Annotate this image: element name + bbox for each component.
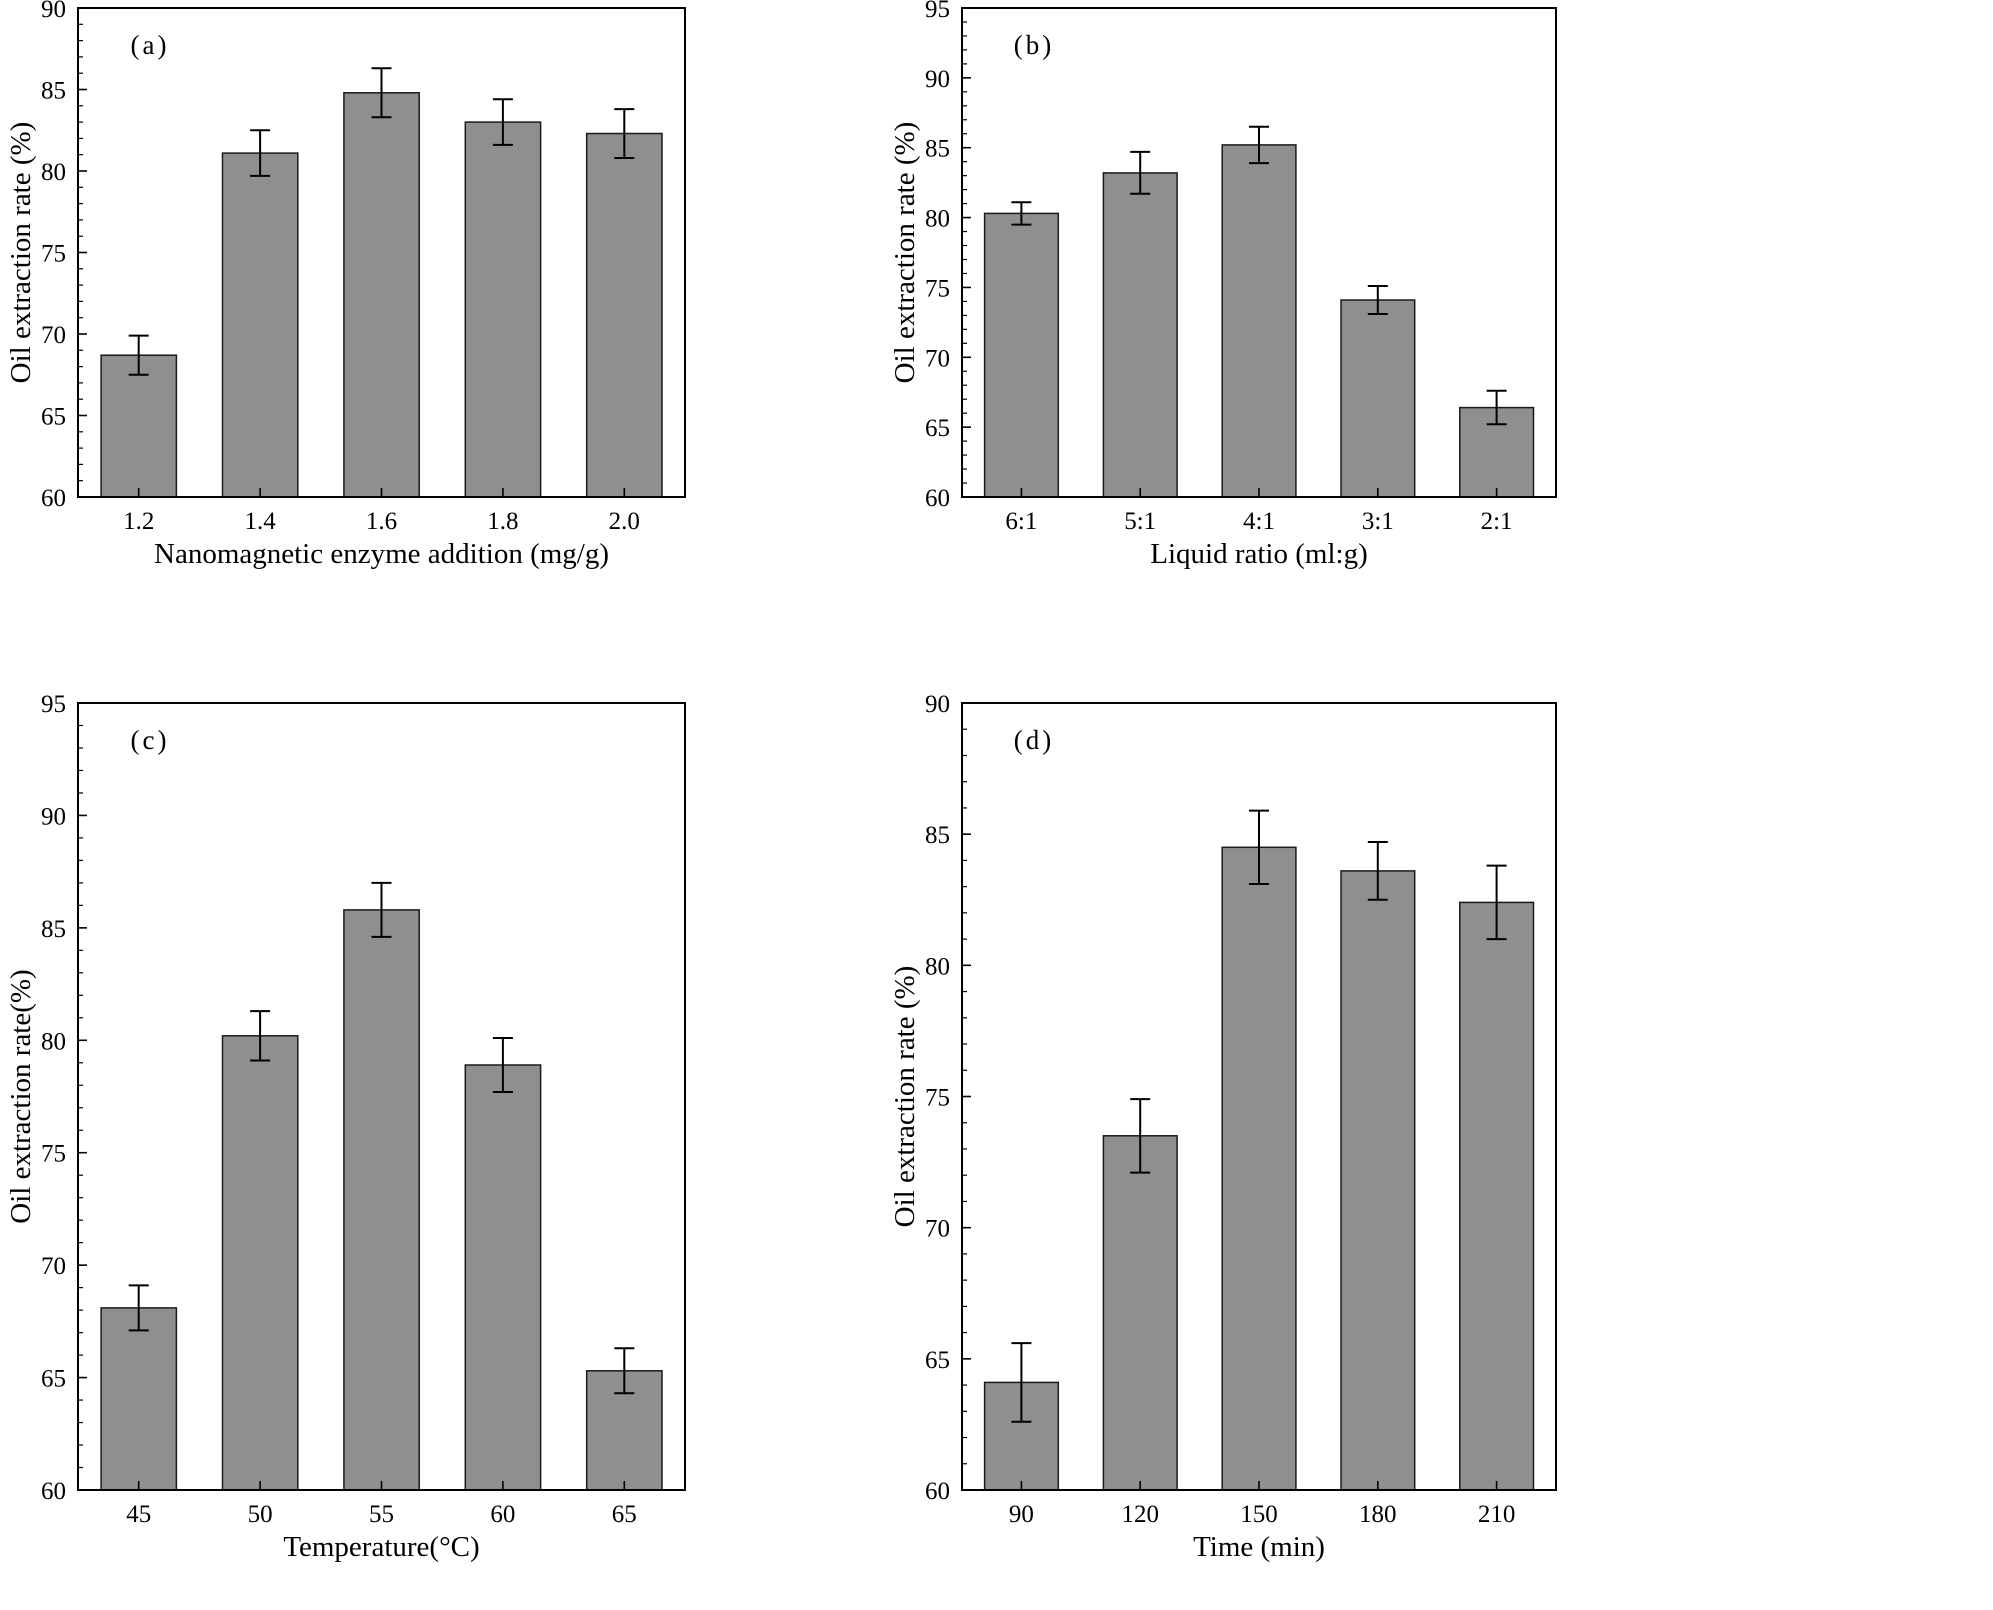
x-tick-label: 50	[248, 1501, 273, 1528]
y-tick-label: 65	[41, 404, 66, 431]
x-tick-label: 60	[490, 1501, 515, 1528]
bar-b-2	[1221, 144, 1297, 498]
bar-c-2	[343, 909, 420, 1491]
x-tick-label: 120	[1121, 1501, 1159, 1528]
y-tick-label: 65	[925, 1347, 950, 1374]
x-tick-label: 1.6	[366, 508, 397, 535]
panel-label: (c)	[131, 725, 170, 755]
chart-panel-a: 1.2 1.4 1.6 1.8 2.0 60 65 70 75 80 85 90 Nanomagneti…	[0, 0, 790, 645]
x-tick-label: 45	[126, 1501, 151, 1528]
chart-c-svg: 45 50 55 60 65 60 65 70 75 80 85 90 95 Temperature(°C…	[5, 691, 686, 1563]
y-axis-label: Oil extraction rate (%)	[889, 966, 921, 1228]
y-tick-label: 70	[41, 1253, 66, 1280]
bar-a-0	[100, 354, 178, 498]
y-tick-label: 65	[41, 1366, 66, 1393]
y-tick-label: 90	[925, 691, 950, 718]
x-tick-label: 1.2	[123, 508, 154, 535]
y-tick-label: 60	[925, 1478, 950, 1505]
y-tick-label: 85	[41, 916, 66, 943]
chart-panel-c: 45 50 55 60 65 60 65 70 75 80 85 90 95 Temperature(°C…	[0, 660, 790, 1610]
chart-panel-d: 90 120 150 180 210 60 65 70 75 80 85 90 Time (min) Oi…	[884, 660, 1674, 1610]
y-tick-label: 90	[41, 803, 66, 830]
x-tick-label: 65	[612, 1501, 637, 1528]
chart-d-svg: 90 120 150 180 210 60 65 70 75 80 85 90 Time (min) Oi…	[889, 691, 1557, 1563]
y-tick-label: 85	[925, 822, 950, 849]
x-tick-label: 3:1	[1362, 508, 1394, 535]
chart-a-svg: 1.2 1.4 1.6 1.8 2.0 60 65 70 75 80 85 90 Nanomagneti…	[5, 0, 686, 570]
plot-group: 6:1 5:1 4:1 3:1 2:1 60 65 70 75 80 85 90 95 Liquid ra…	[889, 0, 1557, 570]
panel-label: (d)	[1014, 725, 1054, 755]
bar-d-2	[1221, 846, 1297, 1491]
x-tick-label: 150	[1240, 1501, 1278, 1528]
y-tick-label: 80	[925, 953, 950, 980]
bar-c-0	[100, 1307, 178, 1491]
x-tick-label: 210	[1478, 1501, 1516, 1528]
y-tick-label: 80	[41, 1028, 66, 1055]
y-tick-label: 70	[925, 345, 950, 372]
y-tick-label: 95	[41, 691, 66, 718]
x-axis-label: Time (min)	[1193, 1531, 1325, 1563]
y-tick-label: 70	[41, 322, 66, 349]
bar-d-4	[1459, 901, 1535, 1491]
y-tick-label: 95	[925, 0, 950, 23]
plot-box	[77, 702, 686, 1491]
y-axis-label: Oil extraction rate (%)	[5, 122, 37, 384]
y-tick-label: 80	[41, 159, 66, 186]
x-tick-label: 90	[1009, 1501, 1034, 1528]
bar-b-0	[983, 212, 1060, 498]
x-tick-label: 1.4	[244, 508, 276, 535]
y-axis-label: Oil extraction rate(%)	[5, 969, 37, 1223]
chart-b-svg: 6:1 5:1 4:1 3:1 2:1 60 65 70 75 80 85 90 95 Liquid ra…	[889, 0, 1557, 570]
y-tick-label: 60	[41, 485, 66, 512]
panel-label: (a)	[131, 30, 170, 60]
panel-label: (b)	[1014, 30, 1054, 60]
x-tick-label: 6:1	[1005, 508, 1037, 535]
x-tick-label: 2:1	[1481, 508, 1513, 535]
y-tick-label: 90	[41, 0, 66, 23]
y-tick-label: 75	[41, 241, 66, 268]
y-axis-label: Oil extraction rate (%)	[889, 122, 921, 384]
y-tick-label: 80	[925, 206, 950, 233]
y-tick-label: 70	[925, 1216, 950, 1243]
y-tick-label: 90	[925, 66, 950, 93]
y-tick-label: 75	[925, 1085, 950, 1112]
bar-d-1	[1102, 1135, 1178, 1491]
bar-c-1	[221, 1035, 299, 1491]
bar-a-3	[464, 121, 542, 498]
x-tick-label: 180	[1359, 1501, 1397, 1528]
y-tick-label: 75	[41, 1141, 66, 1168]
x-axis-label: Liquid ratio (ml:g)	[1150, 538, 1367, 570]
plot-box	[961, 7, 1557, 498]
x-tick-label: 2.0	[609, 508, 640, 535]
y-tick-label: 60	[41, 1478, 66, 1505]
chart-panel-b: 6:1 5:1 4:1 3:1 2:1 60 65 70 75 80 85 90 95 Liquid ra…	[884, 0, 1674, 645]
x-axis-label: Temperature(°C)	[283, 1531, 479, 1563]
x-tick-label: 1.8	[487, 508, 518, 535]
y-tick-label: 85	[41, 78, 66, 105]
bar-d-3	[1340, 870, 1416, 1491]
bar-a-2	[343, 92, 420, 498]
bar-b-3	[1340, 299, 1416, 498]
y-tick-label: 60	[925, 485, 950, 512]
plot-group: 90 120 150 180 210 60 65 70 75 80 85 90 Time (min) Oi…	[889, 691, 1557, 1563]
y-tick-label: 75	[925, 275, 950, 302]
x-tick-label: 4:1	[1243, 508, 1275, 535]
x-tick-label: 55	[369, 1501, 394, 1528]
plot-group: 1.2 1.4 1.6 1.8 2.0 60 65 70 75 80 85 90 Nanomagneti…	[5, 0, 686, 570]
x-axis-label: Nanomagnetic enzyme addition (mg/g)	[154, 538, 609, 570]
bar-a-1	[221, 152, 299, 498]
bar-a-4	[585, 132, 663, 498]
bar-b-1	[1102, 172, 1178, 498]
plot-group: 45 50 55 60 65 60 65 70 75 80 85 90 95 Temperature(°C…	[5, 691, 686, 1563]
y-tick-label: 85	[925, 136, 950, 163]
x-tick-label: 5:1	[1124, 508, 1156, 535]
y-tick-label: 65	[925, 415, 950, 442]
bar-c-3	[464, 1064, 542, 1491]
